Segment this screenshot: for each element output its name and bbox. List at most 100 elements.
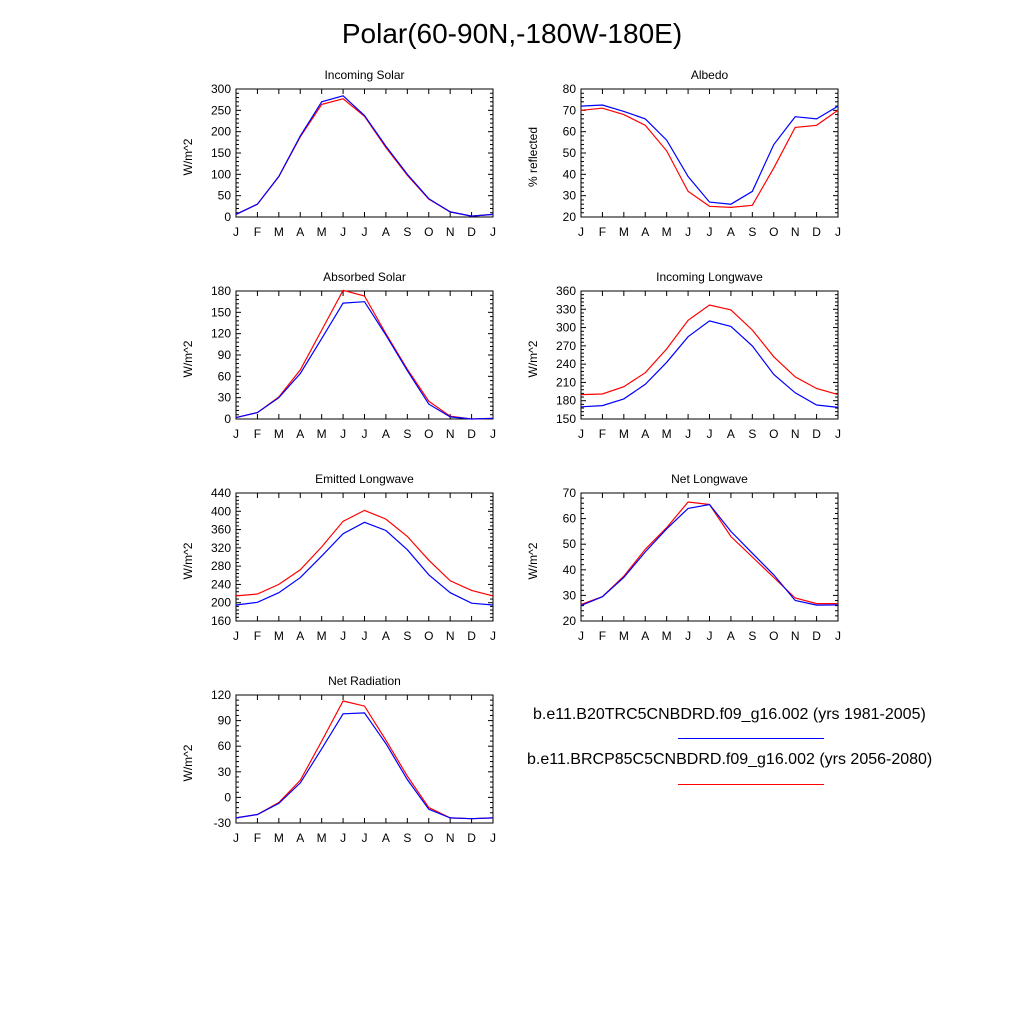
x-tick-label: A bbox=[727, 427, 735, 441]
plot-frame bbox=[580, 88, 839, 218]
x-tick-label: M bbox=[317, 427, 327, 441]
x-tick-label: O bbox=[424, 225, 433, 239]
y-tick-label: 270 bbox=[556, 339, 576, 353]
x-tick-label: J bbox=[340, 629, 346, 643]
x-tick-label: M bbox=[619, 225, 629, 239]
x-tick-label: D bbox=[812, 225, 821, 239]
y-tick-label: 20 bbox=[563, 614, 577, 628]
page-title: Polar(60-90N,-180W-180E) bbox=[341, 18, 683, 49]
x-tick-label: J bbox=[233, 629, 239, 643]
y-tick-label: 120 bbox=[211, 327, 231, 341]
y-tick-label: 330 bbox=[556, 302, 576, 316]
x-tick-label: F bbox=[254, 629, 261, 643]
y-tick-label: 70 bbox=[563, 103, 577, 117]
y-tick-label: 180 bbox=[211, 284, 231, 298]
x-tick-label: M bbox=[662, 427, 672, 441]
series-line-historical bbox=[580, 320, 839, 408]
series-line-historical bbox=[235, 301, 494, 420]
x-tick-label: M bbox=[274, 629, 284, 643]
x-tick-label: N bbox=[446, 225, 455, 239]
x-tick-label: N bbox=[791, 427, 800, 441]
y-tick-label: 160 bbox=[211, 614, 231, 628]
x-tick-label: M bbox=[274, 225, 284, 239]
legend-swatch-rcp85 bbox=[678, 784, 824, 785]
x-tick-label: A bbox=[296, 629, 304, 643]
panel-title: Emitted Longwave bbox=[315, 472, 414, 486]
x-tick-label: A bbox=[641, 225, 649, 239]
x-tick-label: M bbox=[274, 831, 284, 845]
y-tick-label: 70 bbox=[563, 486, 577, 500]
y-tick-label: 150 bbox=[211, 305, 231, 319]
series-line-rcp85 bbox=[235, 289, 494, 420]
y-tick-label: 0 bbox=[224, 210, 231, 224]
y-axis-label: W/m^2 bbox=[181, 744, 195, 781]
x-tick-label: O bbox=[424, 831, 433, 845]
y-tick-label: 30 bbox=[218, 391, 232, 405]
y-axis-label: W/m^2 bbox=[526, 340, 540, 377]
x-tick-label: J bbox=[362, 629, 368, 643]
x-tick-label: A bbox=[641, 629, 649, 643]
y-tick-label: 400 bbox=[211, 504, 231, 518]
x-tick-label: F bbox=[254, 831, 261, 845]
y-tick-label: 210 bbox=[556, 375, 576, 389]
series-line-rcp85 bbox=[580, 304, 839, 396]
y-tick-label: 250 bbox=[211, 103, 231, 117]
y-tick-label: 60 bbox=[218, 739, 232, 753]
x-tick-label: D bbox=[812, 629, 821, 643]
y-tick-label: 30 bbox=[563, 588, 577, 602]
y-tick-label: 150 bbox=[556, 412, 576, 426]
x-tick-label: A bbox=[382, 427, 390, 441]
series-line-rcp85 bbox=[580, 107, 839, 209]
y-tick-label: 30 bbox=[218, 765, 232, 779]
y-tick-label: 180 bbox=[556, 394, 576, 408]
plot-frame bbox=[235, 694, 494, 824]
x-tick-label: N bbox=[446, 831, 455, 845]
x-tick-label: S bbox=[748, 427, 756, 441]
x-tick-label: J bbox=[835, 225, 841, 239]
x-tick-label: M bbox=[619, 629, 629, 643]
y-tick-label: 80 bbox=[563, 82, 577, 96]
x-tick-label: N bbox=[446, 629, 455, 643]
x-tick-label: M bbox=[274, 427, 284, 441]
x-tick-label: J bbox=[685, 629, 691, 643]
x-tick-label: D bbox=[467, 629, 476, 643]
x-tick-label: J bbox=[490, 831, 496, 845]
y-tick-label: 280 bbox=[211, 559, 231, 573]
series-line-historical bbox=[580, 104, 839, 205]
x-tick-label: J bbox=[233, 831, 239, 845]
x-tick-label: J bbox=[490, 225, 496, 239]
series-line-historical bbox=[235, 712, 494, 820]
x-tick-label: J bbox=[340, 225, 346, 239]
y-tick-label: 60 bbox=[563, 125, 577, 139]
series-line-rcp85 bbox=[580, 501, 838, 605]
plot-frame bbox=[235, 88, 494, 218]
y-tick-label: 440 bbox=[211, 486, 231, 500]
x-tick-label: N bbox=[791, 225, 800, 239]
x-tick-label: J bbox=[362, 831, 368, 845]
x-tick-label: F bbox=[599, 629, 606, 643]
x-tick-label: O bbox=[769, 225, 778, 239]
x-tick-label: O bbox=[424, 629, 433, 643]
x-tick-label: O bbox=[769, 629, 778, 643]
y-tick-label: 320 bbox=[211, 541, 231, 555]
x-tick-label: M bbox=[662, 629, 672, 643]
x-tick-label: J bbox=[490, 629, 496, 643]
y-tick-label: 90 bbox=[218, 348, 232, 362]
x-tick-label: F bbox=[599, 225, 606, 239]
x-tick-label: J bbox=[707, 225, 713, 239]
x-tick-label: M bbox=[317, 831, 327, 845]
x-tick-label: F bbox=[599, 427, 606, 441]
y-tick-label: 240 bbox=[211, 577, 231, 591]
y-tick-label: 40 bbox=[563, 563, 577, 577]
x-tick-label: M bbox=[317, 225, 327, 239]
legend-entry-rcp85: b.e11.BRCP85C5CNBDRD.f09_g16.002 (yrs 20… bbox=[527, 751, 933, 768]
series-line-historical bbox=[235, 521, 494, 606]
y-tick-label: 300 bbox=[556, 321, 576, 335]
y-tick-label: 120 bbox=[211, 688, 231, 702]
panel-incoming-longwave: J F M A M J J A S O N D J150180210240270300330360Inc… bbox=[526, 270, 841, 441]
x-tick-label: S bbox=[748, 225, 756, 239]
